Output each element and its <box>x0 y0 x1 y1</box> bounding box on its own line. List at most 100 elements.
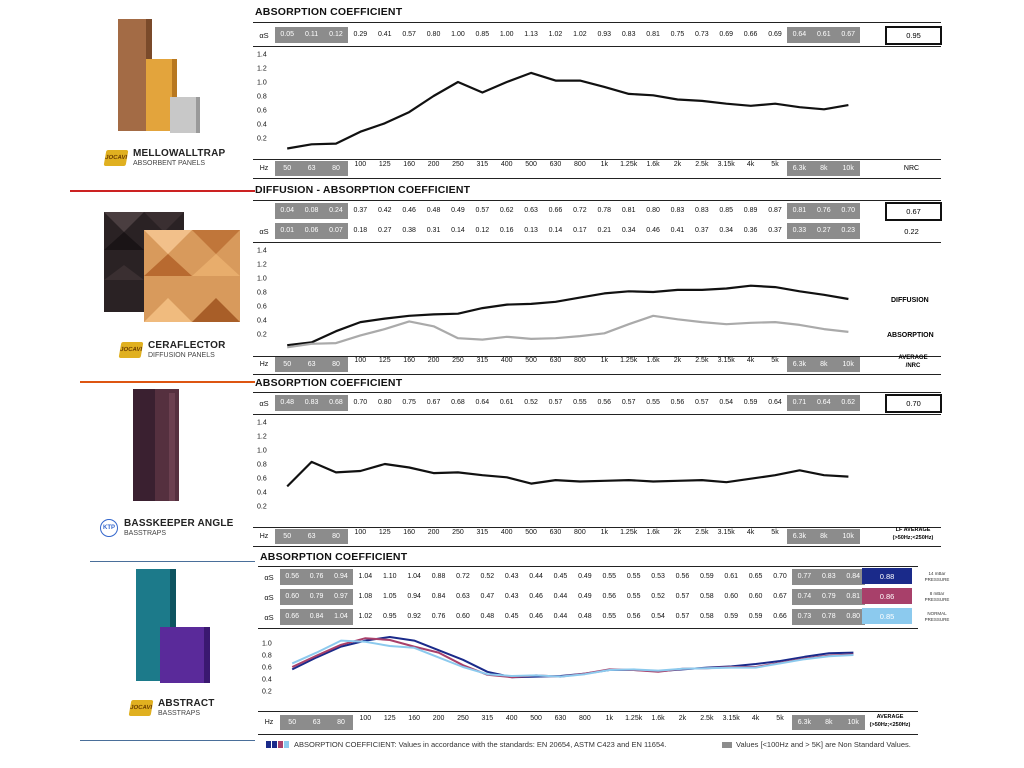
frequency-label: 1k <box>600 529 608 536</box>
value-cell: 0.56 <box>602 593 617 600</box>
value-cell: 0.59 <box>700 573 714 580</box>
value-cell: 0.59 <box>724 613 739 620</box>
frequency-label: 1k <box>605 715 613 722</box>
values-row-diffusion: 0.04 0.08 0.24 0.37 0.42 0.46 0.48 0.49 0.57 0.62… <box>253 202 942 221</box>
value-cell: 1.00 <box>451 31 465 38</box>
y-tick-label: 0.2 <box>262 689 272 696</box>
value-cell: 0.44 <box>553 593 568 600</box>
value-cell: 0.55 <box>626 593 641 600</box>
y-tick-label: 0.4 <box>257 122 267 129</box>
value-cell: 0.70 <box>835 203 861 219</box>
value-cell: 0.79 <box>304 589 329 605</box>
rule <box>253 22 941 23</box>
value-cell: 0.46 <box>646 227 660 234</box>
rule <box>253 527 941 528</box>
frequency-label: 400 <box>505 715 518 722</box>
rule <box>253 200 941 201</box>
value-cell: 0.65 <box>748 573 763 580</box>
swatch-icon <box>266 741 271 748</box>
row-label: αS <box>264 592 274 602</box>
value-cell: 0.56 <box>670 399 685 406</box>
value-cell: 0.71 <box>787 395 812 411</box>
note-line1: NORMAL <box>927 611 947 616</box>
row-label: αS <box>259 30 269 40</box>
abstract-logo: JOCAVI ABSTRACT BASSTRAPS <box>128 698 215 717</box>
product-name: ABSTRACT <box>158 698 215 709</box>
frequency-label: 200 <box>427 161 440 168</box>
value-cell: 0.68 <box>451 399 465 406</box>
note-line2: PRESSURE <box>924 617 950 622</box>
value-cell: 1.05 <box>382 593 397 600</box>
value-cell: 0.57 <box>675 613 690 620</box>
frequency-row: Hz 50 63 80 100 125 160 200 250 315 400 500 630 800 1… <box>253 527 933 544</box>
y-tick-label: 0.6 <box>262 665 272 672</box>
value-cell: 1.04 <box>328 609 354 625</box>
frequency-label: 6.3k <box>787 161 812 176</box>
freq-cells: 50 63 80 100 125 160 200 250 315 400 500 630 800 1k 1.… <box>275 529 861 544</box>
value-cell: 0.48 <box>426 207 441 214</box>
y-tick-label: 0.6 <box>257 304 267 311</box>
value-cell: 0.74 <box>792 589 817 605</box>
value-cell: 0.64 <box>811 395 836 411</box>
value-cell: 1.04 <box>407 573 421 580</box>
lf-label-line2: (>50Hz;<250Hz) <box>892 535 934 541</box>
value-cell: 0.05 <box>275 27 300 43</box>
value-cell: 0.78 <box>597 207 612 214</box>
rule <box>253 392 941 393</box>
value-cell: 0.55 <box>602 573 617 580</box>
frequency-label: 1.25k <box>620 357 638 364</box>
value-cell: 0.60 <box>280 589 305 605</box>
value-cell: 0.49 <box>578 573 592 580</box>
frequency-label: 1k <box>600 357 608 364</box>
value-cell: 0.87 <box>768 207 782 214</box>
frequency-label: 250 <box>457 715 469 722</box>
product-subtitle: BASSTRAPS <box>158 710 201 717</box>
frequency-label: 100 <box>359 715 372 722</box>
frequency-label: 160 <box>403 161 415 168</box>
row-label: αS <box>259 398 269 408</box>
frequency-label: 63 <box>299 357 324 372</box>
value-cell: 0.27 <box>811 223 836 239</box>
frequency-label: 10k <box>840 715 866 730</box>
y-tick-label: 0.6 <box>257 108 267 115</box>
rule <box>253 356 941 357</box>
jocavi-logo-icon: JOCAVI <box>103 149 129 166</box>
rule <box>253 178 941 179</box>
value-cell: 0.76 <box>431 613 446 620</box>
rule <box>258 734 918 735</box>
rule <box>253 546 941 547</box>
frequency-label: 160 <box>403 529 415 536</box>
value-cell: 0.52 <box>651 593 665 600</box>
values-cells: 0.05 0.11 0.12 0.29 0.41 0.57 0.80 1.00 0.85 1.00… <box>275 27 861 43</box>
value-cell: 0.49 <box>451 207 465 214</box>
frequency-label: 2k <box>678 715 687 722</box>
value-cell: 0.24 <box>323 203 349 219</box>
frequency-label: 2.5k <box>700 715 714 722</box>
average-value: 0.67 <box>885 202 942 221</box>
value-cell: 0.54 <box>651 613 665 620</box>
frequency-label: 2.5k <box>695 529 709 536</box>
value-cell: 0.97 <box>328 589 354 605</box>
value-cell: 0.66 <box>773 613 787 620</box>
value-cell: 0.44 <box>553 613 568 620</box>
frequency-label: 100 <box>354 357 367 364</box>
frequency-label: 200 <box>427 529 440 536</box>
frequency-label: 1.6k <box>646 161 660 168</box>
value-cell: 0.83 <box>621 31 636 38</box>
value-cell: 0.53 <box>651 573 665 580</box>
note-normal: NORMAL PRESSURE <box>922 611 952 623</box>
product-subtitle: ABSORBENT PANELS <box>133 160 206 167</box>
value-cell: 0.60 <box>724 593 739 600</box>
value-cell: 1.04 <box>358 573 373 580</box>
value-cell: 0.45 <box>553 573 568 580</box>
frequency-row: Hz 50 63 80 100 125 160 200 250 315 400 500 630 800 1… <box>253 161 919 176</box>
row-label: αS <box>264 572 274 582</box>
value-cell: 0.83 <box>670 207 685 214</box>
value-cell: 0.85 <box>719 207 734 214</box>
value-cell: 0.43 <box>504 573 519 580</box>
value-cell: 0.93 <box>597 31 612 38</box>
panel-title: DIFFUSION - ABSORPTION COEFFICIENT <box>255 184 471 196</box>
rule <box>253 159 941 160</box>
value-cell: 0.34 <box>621 227 636 234</box>
frequency-label: 1.25k <box>620 529 638 536</box>
